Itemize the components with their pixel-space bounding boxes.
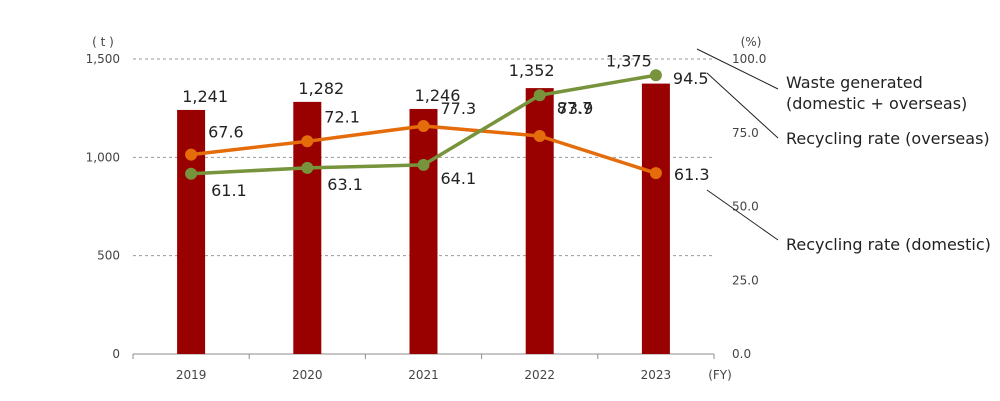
legend-label: Recycling rate (domestic) — [786, 235, 991, 254]
line-value-label: 67.6 — [208, 123, 244, 142]
legend-leader-line — [696, 48, 779, 90]
y2-tick-label: 50.0 — [732, 200, 759, 214]
y-tick-label: 1,500 — [86, 52, 120, 66]
line-series — [185, 69, 662, 180]
point-domestic-2023 — [649, 167, 662, 180]
legend-leader-line — [706, 72, 779, 139]
x-axis-unit: (FY) — [708, 368, 732, 382]
data-labels: 1,241 1,282 1,246 1,352 1,375 67.6 72.1 77.3 73.… — [182, 52, 709, 200]
bar-2022 — [525, 88, 554, 355]
y2-tick-label: 25.0 — [732, 273, 759, 287]
y-tick-label: 500 — [97, 249, 120, 263]
point-domestic-2019 — [185, 148, 198, 161]
point-domestic-2021 — [417, 119, 430, 132]
point-overseas-2019 — [185, 167, 198, 180]
legend-leader-line — [706, 189, 779, 241]
bar-value-label: 1,246 — [415, 86, 461, 105]
y2-tick-label: 100.0 — [732, 52, 766, 66]
y-tick-label: 1,000 — [86, 150, 120, 164]
bar-2021 — [409, 108, 438, 354]
line-value-label: 63.1 — [327, 175, 363, 194]
point-domestic-2022 — [533, 129, 546, 142]
y2-axis-unit: (%) — [741, 35, 762, 49]
point-domestic-2020 — [301, 135, 314, 148]
legend: Waste generated (domestic + overseas) Recy… — [696, 48, 991, 254]
x-tick-label: 2020 — [292, 368, 323, 382]
line-value-label: 94.5 — [673, 69, 709, 88]
line-value-label: 87.7 — [557, 98, 593, 117]
axes: 0 500 1,000 1,500 0.0 25.0 50.0 75.0 100.0 2019 20… — [86, 52, 767, 382]
x-tick-label: 2022 — [524, 368, 555, 382]
line-value-label: 73.9 — [558, 99, 594, 118]
legend-label: (domestic + overseas) — [786, 94, 967, 113]
y-axis-unit: ( t ) — [92, 35, 114, 49]
bar-value-label: 1,352 — [509, 61, 555, 80]
bar-2019 — [177, 109, 206, 354]
bar-2023 — [641, 83, 670, 354]
x-tick-label: 2021 — [408, 368, 439, 382]
line-value-label: 64.1 — [441, 169, 477, 188]
point-overseas-2023 — [649, 69, 662, 82]
line-value-label: 72.1 — [324, 107, 360, 126]
point-overseas-2020 — [301, 161, 314, 174]
line-value-label: 61.3 — [674, 165, 710, 184]
y-tick-label: 0 — [112, 347, 120, 361]
y2-tick-label: 75.0 — [732, 126, 759, 140]
bar-value-label: 1,282 — [298, 79, 344, 98]
x-tick-label: 2023 — [641, 368, 672, 382]
bar-value-label: 1,241 — [182, 87, 228, 106]
y2-tick-label: 0.0 — [732, 347, 751, 361]
legend-label: Recycling rate (overseas) — [786, 129, 990, 148]
x-tick-label: 2019 — [176, 368, 207, 382]
line-value-label: 61.1 — [211, 181, 247, 200]
line-value-label: 77.3 — [441, 99, 477, 118]
axis-units: ( t ) (%) (FY) — [92, 35, 761, 382]
point-overseas-2022 — [533, 89, 546, 102]
bar-value-label: 1,375 — [606, 52, 652, 71]
legend-label: Waste generated — [786, 73, 923, 92]
point-overseas-2021 — [417, 158, 430, 171]
